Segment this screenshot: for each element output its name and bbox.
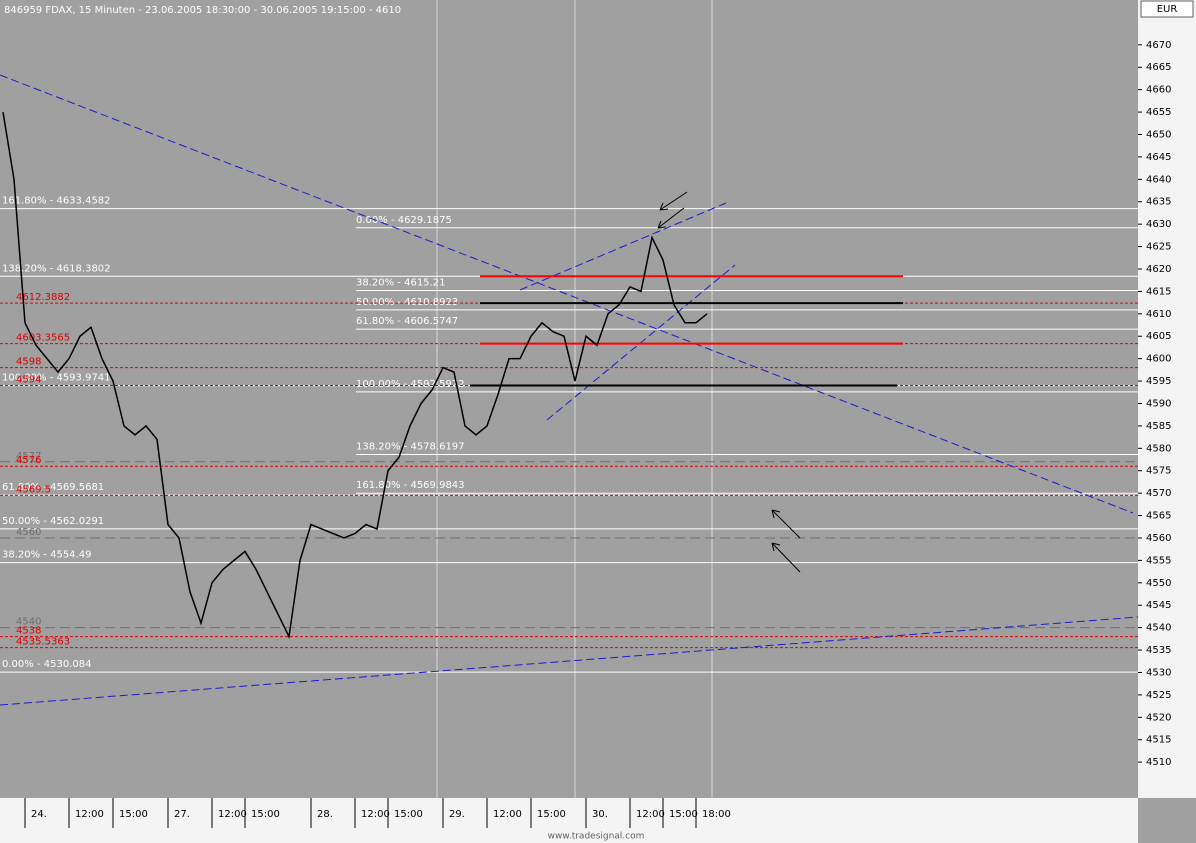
marker-label: 4603.3565: [16, 333, 70, 344]
x-tick-label: 27.: [174, 809, 190, 820]
arrow: [659, 191, 688, 211]
fib-label: 100.00% - 4593.9741: [2, 373, 111, 384]
marker-label: 4576: [16, 455, 41, 466]
y-tick-label: 4660: [1146, 85, 1171, 96]
fib-label: 38.20% - 4554.49: [2, 550, 91, 561]
fib-label: 61.80% - 4606.5747: [356, 316, 458, 327]
arrows: [657, 191, 801, 573]
arrow: [771, 542, 801, 573]
plot-area: [0, 0, 1138, 798]
currency-box: [1140, 0, 1194, 18]
y-tick-label: 4585: [1146, 421, 1171, 432]
corner: [1138, 798, 1196, 843]
x-axis-panel: [0, 798, 1138, 843]
fib-label: 161.80% - 4569.9843: [356, 480, 465, 491]
price-line: [2, 111, 708, 640]
y-tick-label: 4515: [1146, 735, 1171, 746]
x-tick-label: 12:00: [218, 809, 247, 820]
y-tick-label: 4590: [1146, 398, 1171, 409]
fib-label: 0.00% - 4629.1875: [356, 215, 452, 226]
y-tick-label: 4510: [1146, 757, 1171, 768]
x-tick-label: 29.: [449, 809, 465, 820]
y-tick-label: 4520: [1146, 712, 1171, 723]
y-tick-label: 4570: [1146, 488, 1171, 499]
marker-label: 4569.5: [16, 484, 51, 495]
y-tick-label: 4655: [1146, 107, 1171, 118]
y-tick-label: 4595: [1146, 376, 1171, 387]
trendline: [0, 616, 1139, 706]
fib-label: 138.20% - 4618.3802: [2, 263, 111, 274]
y-tick-label: 4545: [1146, 600, 1171, 611]
footer: www.tradesignal.com: [548, 832, 645, 842]
marker-label: 4535.5363: [16, 637, 70, 648]
y-tick-label: 4630: [1146, 219, 1171, 230]
x-tick-label: 12:00: [361, 809, 390, 820]
y-tick-label: 4665: [1146, 62, 1171, 73]
fib-label: 50.00% - 4562.0291: [2, 516, 104, 527]
marker-label: 4560: [16, 527, 41, 538]
arrow: [657, 207, 685, 229]
x-tick-label: 15:00: [394, 809, 423, 820]
y-axis-panel: [1138, 0, 1196, 798]
y-tick-label: 4530: [1146, 667, 1171, 678]
marker-label: 4538: [16, 626, 41, 637]
fib-label: 161.80% - 4633.4582: [2, 196, 111, 207]
trendline: [546, 264, 736, 421]
x-tick-label: 15:00: [669, 809, 698, 820]
levels: 161.80% - 4633.4582 138.20% - 4618.3802 10…: [0, 196, 1138, 673]
y-tick-label: 4555: [1146, 555, 1171, 566]
marker-label: 4598: [16, 357, 41, 368]
y-tick-label: 4600: [1146, 354, 1171, 365]
y-tick-label: 4635: [1146, 197, 1171, 208]
chart-title: 846959 FDAX, 15 Minuten - 23.06.2005 18:…: [4, 5, 401, 16]
x-tick-label: 12:00: [75, 809, 104, 820]
y-tick-label: 4650: [1146, 129, 1171, 140]
x-tick-label: 15:00: [537, 809, 566, 820]
arrow: [771, 509, 801, 539]
currency: EUR: [1157, 4, 1178, 15]
y-tick-label: 4535: [1146, 645, 1171, 656]
x-tick-label: 24.: [31, 809, 47, 820]
y-tick-label: 4620: [1146, 264, 1171, 275]
y-tick-label: 4580: [1146, 443, 1171, 454]
y-tick-label: 4610: [1146, 309, 1171, 320]
fib-label: 100.00% - 4592.5972: [356, 379, 465, 390]
marker-label: 4577: [16, 451, 41, 462]
x-tick-label: 28.: [317, 809, 333, 820]
x-tick-label: 15:00: [251, 809, 280, 820]
fib-label: 0.00% - 4530.084: [2, 659, 91, 670]
y-tick-label: 4605: [1146, 331, 1171, 342]
x-tick-label: 12:00: [636, 809, 665, 820]
y-tick-label: 4540: [1146, 623, 1171, 634]
marker-label: 4594: [16, 375, 41, 386]
y-tick-label: 4670: [1146, 40, 1171, 51]
x-tick-label: 18:00: [702, 809, 731, 820]
marker-label: 4540: [16, 617, 41, 628]
y-tick-label: 4640: [1146, 174, 1171, 185]
x-tick-label: 30.: [592, 809, 608, 820]
y-tick-label: 4615: [1146, 286, 1171, 297]
fib-label: 138.20% - 4578.6197: [356, 442, 465, 453]
y-tick-label: 4550: [1146, 578, 1171, 589]
y-tick-label: 4575: [1146, 466, 1171, 477]
fib-label: 38.20% - 4615.21: [356, 277, 445, 288]
marker-label: 4612.3882: [16, 292, 70, 303]
x-tick-label: 15:00: [119, 809, 148, 820]
trendline: [0, 74, 1134, 514]
fib-label: 50.00% - 4610.8923: [356, 297, 458, 308]
x-tick-label: 12:00: [493, 809, 522, 820]
y-tick-label: 4560: [1146, 533, 1171, 544]
fib-label: 61.80% - 4569.5681: [2, 482, 104, 493]
y-tick-label: 4625: [1146, 242, 1171, 253]
y-tick-label: 4565: [1146, 511, 1171, 522]
y-tick-label: 4525: [1146, 690, 1171, 701]
y-tick-label: 4645: [1146, 152, 1171, 163]
